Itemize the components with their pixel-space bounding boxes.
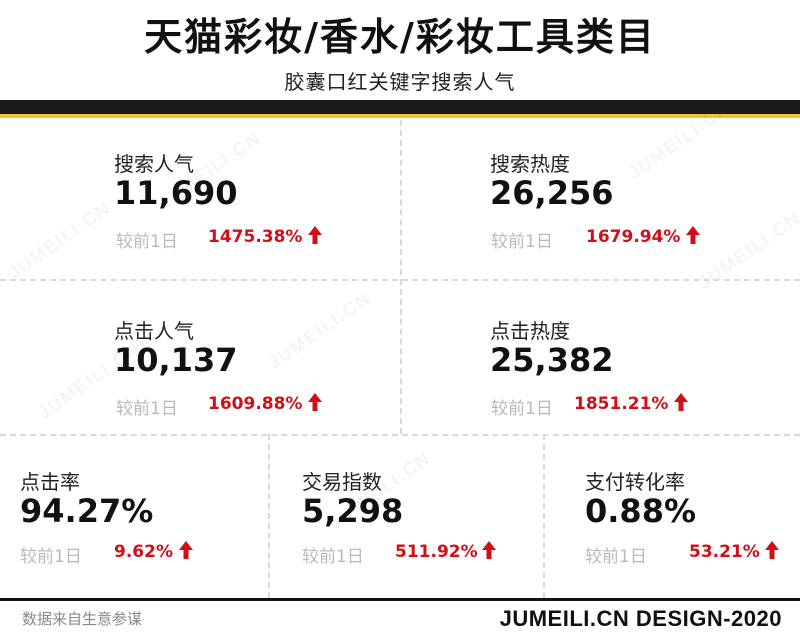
grid-divider [543, 434, 545, 598]
compare-label: 较前1日 [491, 232, 553, 252]
grid-divider [0, 434, 800, 436]
arrow-up-icon [482, 541, 496, 559]
footer-divider [0, 598, 800, 601]
metric-label: 点击热度 [490, 319, 570, 343]
metric-label: 搜索人气 [114, 152, 194, 176]
metric-label: 点击人气 [114, 319, 194, 343]
metric-value: 25,382 [490, 341, 614, 379]
arrow-up-icon [674, 393, 688, 411]
metric-card-click-heat: 点击热度 25,382 较前1日 1851.21% [400, 281, 800, 434]
header-accent-bar [0, 114, 800, 118]
metric-card-click-rate: 点击率 94.27% 较前1日 9.62% [0, 436, 268, 598]
page-title: 天猫彩妆/香水/彩妆工具类目 [144, 15, 656, 59]
metric-value: 5,298 [302, 492, 404, 530]
metric-card-payment-conversion: 支付转化率 0.88% 较前1日 53.21% [545, 436, 800, 598]
metric-value: 26,256 [490, 174, 614, 212]
compare-label: 较前1日 [116, 399, 178, 419]
compare-label: 较前1日 [585, 547, 647, 567]
grid-divider [268, 434, 270, 598]
change-value: 1679.94% [586, 227, 681, 247]
arrow-up-icon [308, 393, 322, 411]
change-value: 53.21% [689, 542, 760, 562]
metric-card-click-popularity: 点击人气 10,137 较前1日 1609.88% [0, 281, 400, 434]
compare-label: 较前1日 [20, 547, 82, 567]
header-bar [0, 100, 800, 114]
metric-value: 11,690 [114, 174, 238, 212]
arrow-up-icon [686, 226, 700, 244]
compare-label: 较前1日 [491, 399, 553, 419]
metric-card-trade-index: 交易指数 5,298 较前1日 511.92% [270, 436, 543, 598]
change-value: 1475.38% [208, 227, 303, 247]
metric-label: 点击率 [20, 470, 80, 494]
arrow-up-icon [179, 541, 193, 559]
brand-credit: JUMEILI.CN DESIGN-2020 [499, 606, 782, 631]
grid-divider [400, 120, 402, 434]
metric-card-search-popularity: 搜索人气 11,690 较前1日 1475.38% [0, 120, 400, 279]
change-value: 1851.21% [574, 394, 669, 414]
metric-label: 支付转化率 [585, 470, 685, 494]
metric-value: 94.27% [20, 492, 154, 530]
compare-label: 较前1日 [116, 232, 178, 252]
page-subtitle: 胶囊口红关键字搜索人气 [284, 70, 516, 94]
change-value: 511.92% [395, 542, 478, 562]
metric-label: 搜索热度 [490, 152, 570, 176]
compare-label: 较前1日 [302, 547, 364, 567]
metric-label: 交易指数 [302, 470, 382, 494]
arrow-up-icon [308, 226, 322, 244]
data-source-note: 数据来自生意参谋 [22, 610, 143, 628]
metric-card-search-heat: 搜索热度 26,256 较前1日 1679.94% [400, 120, 800, 279]
change-value: 9.62% [114, 542, 173, 562]
change-value: 1609.88% [208, 394, 303, 414]
metric-value: 0.88% [585, 492, 697, 530]
metric-value: 10,137 [114, 341, 238, 379]
arrow-up-icon [765, 541, 779, 559]
grid-divider [0, 279, 800, 281]
